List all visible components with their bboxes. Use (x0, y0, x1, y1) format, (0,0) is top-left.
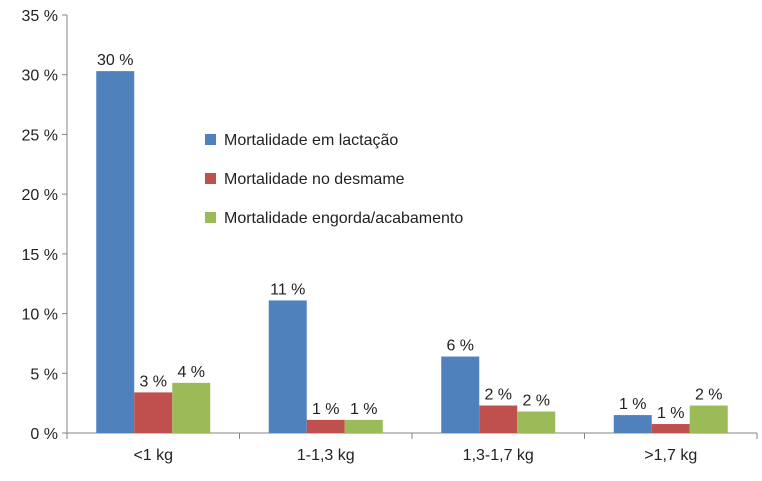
data-label: 4 % (177, 364, 205, 381)
x-tick-label: <1 kg (133, 447, 173, 464)
data-label: 6 % (446, 338, 474, 355)
y-tick-label: 15 % (22, 247, 58, 264)
data-labels: 30 % 11 % 6 % 1 % 3 % 1 % 2 % 1 % 4 % 1 % 2 % 2 % (97, 52, 723, 422)
bar (344, 419, 383, 433)
data-label: 11 % (270, 281, 305, 298)
x-tick-label: 1-1,3 kg (297, 447, 355, 464)
bar (517, 411, 556, 433)
legend-label: Mortalidade engorda/acabamento (224, 210, 463, 227)
bar (134, 392, 173, 433)
legend-swatch (205, 173, 216, 184)
bar (306, 419, 345, 433)
data-label: 3 % (139, 373, 167, 390)
legend-swatch (205, 212, 216, 223)
axes: 0 % 5 % 10 % 15 % 20 % 25 % 30 % 35 % <1 kg 1-1,3… (22, 8, 758, 464)
x-tick-label: 1,3-1,7 kg (463, 447, 534, 464)
bar (96, 71, 135, 433)
data-label: 2 % (522, 393, 550, 410)
bar (613, 415, 652, 433)
y-tick-label: 0 % (30, 426, 58, 443)
bar (172, 382, 211, 433)
data-label: 1 % (657, 405, 685, 422)
data-label: 2 % (695, 387, 723, 404)
legend-swatch (205, 134, 216, 145)
y-tick-label: 5 % (30, 366, 58, 383)
data-label: 1 % (312, 401, 340, 418)
legend-label: Mortalidade em lactação (224, 132, 398, 149)
data-label: 30 % (97, 52, 133, 69)
bar (441, 356, 480, 433)
bars (96, 71, 728, 433)
y-tick-label: 30 % (22, 68, 58, 85)
bar (268, 300, 307, 433)
bar (651, 424, 690, 433)
data-label: 2 % (484, 387, 512, 404)
y-tick-label: 10 % (22, 307, 58, 324)
y-tick-label: 25 % (22, 127, 58, 144)
y-tick-label: 35 % (22, 8, 58, 25)
legend: Mortalidade em lactação Mortalidade no de… (205, 132, 463, 227)
legend-label: Mortalidade no desmame (224, 171, 405, 188)
bar (689, 405, 728, 433)
data-label: 1 % (619, 396, 647, 413)
y-tick-label: 20 % (22, 187, 58, 204)
bar (479, 405, 518, 433)
data-label: 1 % (350, 401, 378, 418)
x-tick-label: >1,7 kg (644, 447, 697, 464)
